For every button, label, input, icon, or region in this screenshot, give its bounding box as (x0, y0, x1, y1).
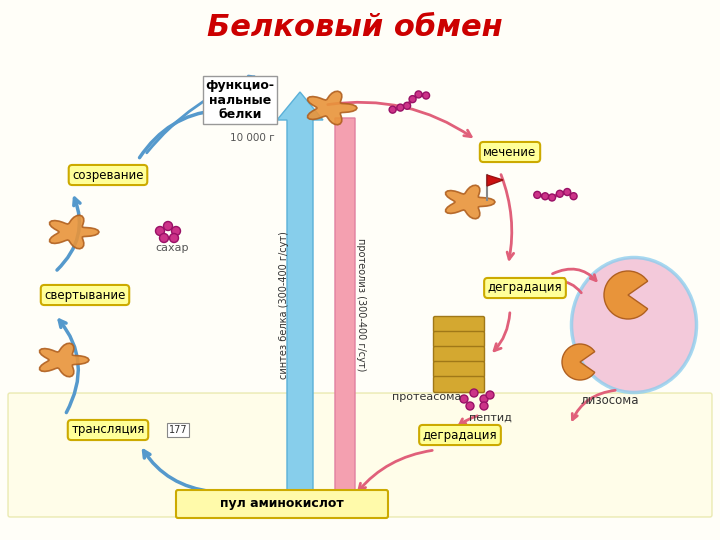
Circle shape (404, 102, 410, 109)
Text: 177: 177 (168, 425, 187, 435)
Text: протеасома: протеасома (392, 392, 462, 402)
Circle shape (169, 233, 179, 242)
Circle shape (415, 91, 422, 98)
Circle shape (466, 402, 474, 410)
Circle shape (163, 221, 173, 231)
FancyBboxPatch shape (433, 316, 485, 333)
FancyBboxPatch shape (433, 332, 485, 348)
Text: деградация: деградация (487, 281, 562, 294)
FancyBboxPatch shape (433, 361, 485, 377)
Circle shape (570, 193, 577, 200)
Text: пул аминокислот: пул аминокислот (220, 497, 344, 510)
Text: созревание: созревание (72, 168, 144, 181)
Polygon shape (446, 185, 495, 219)
Text: функцио-
нальные
белки: функцио- нальные белки (205, 78, 274, 122)
Circle shape (171, 226, 181, 235)
FancyBboxPatch shape (176, 490, 388, 518)
Circle shape (541, 193, 549, 200)
FancyBboxPatch shape (433, 376, 485, 393)
Text: синтез белка (300-400 г/сут): синтез белка (300-400 г/сут) (279, 231, 289, 379)
Text: сахар: сахар (156, 243, 189, 253)
Text: мечение: мечение (483, 145, 536, 159)
Text: свертывание: свертывание (45, 288, 126, 301)
Circle shape (389, 106, 396, 113)
Ellipse shape (572, 258, 696, 393)
Circle shape (156, 226, 164, 235)
Polygon shape (50, 215, 99, 249)
Circle shape (470, 389, 478, 397)
Wedge shape (604, 271, 648, 319)
Circle shape (534, 191, 541, 198)
Circle shape (557, 190, 563, 197)
Text: протеолиз (300-400 г/сут): протеолиз (300-400 г/сут) (356, 238, 366, 372)
Text: лизосома: лизосома (581, 394, 639, 407)
Circle shape (460, 395, 468, 403)
Circle shape (480, 395, 488, 403)
FancyBboxPatch shape (433, 347, 485, 362)
Text: деградация: деградация (423, 429, 498, 442)
Polygon shape (487, 175, 503, 186)
FancyBboxPatch shape (8, 393, 712, 517)
Text: 10 000 г: 10 000 г (230, 133, 274, 143)
Circle shape (564, 188, 571, 195)
Circle shape (486, 391, 494, 399)
Circle shape (480, 402, 488, 410)
Text: Белковый обмен: Белковый обмен (207, 14, 503, 43)
Circle shape (397, 104, 404, 111)
FancyArrow shape (277, 92, 323, 490)
FancyArrow shape (325, 118, 365, 518)
Circle shape (549, 194, 556, 201)
Text: трансляция: трансляция (71, 423, 145, 436)
Polygon shape (307, 91, 357, 125)
Text: пептид: пептид (469, 413, 511, 423)
Circle shape (423, 92, 430, 99)
Circle shape (160, 233, 168, 242)
Circle shape (409, 96, 416, 103)
Wedge shape (562, 344, 595, 380)
Polygon shape (40, 343, 89, 377)
